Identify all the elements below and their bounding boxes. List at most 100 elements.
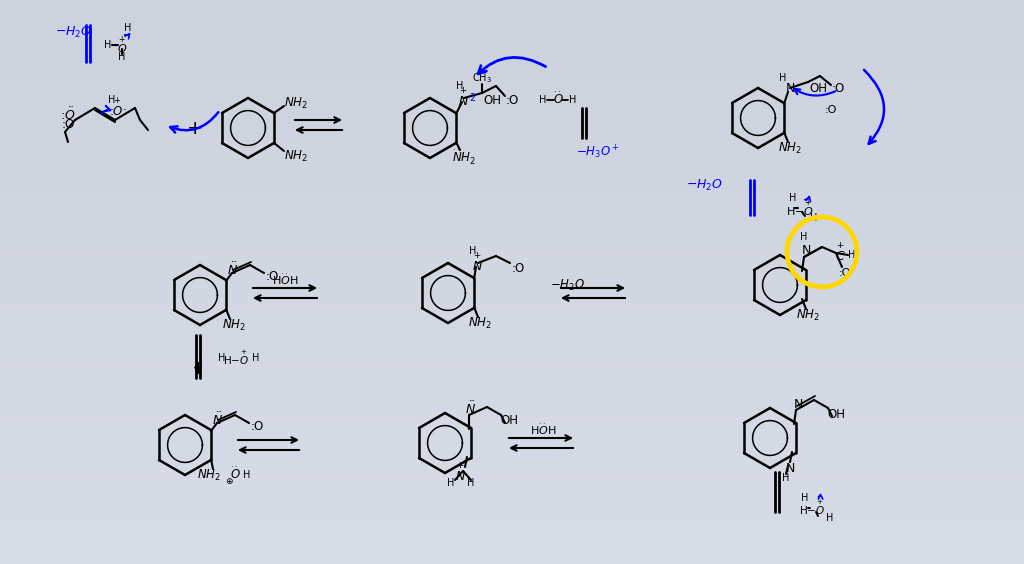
Text: $\oplus$: $\oplus$: [224, 476, 233, 486]
Bar: [0, 210, 1024, 211]
Bar: [0, 310, 1024, 311]
Bar: [0, 259, 1024, 260]
Bar: [0, 319, 1024, 320]
Bar: [0, 556, 1024, 557]
Bar: [0, 549, 1024, 550]
Bar: [0, 183, 1024, 184]
Bar: [0, 314, 1024, 315]
Bar: [0, 454, 1024, 455]
Bar: [0, 462, 1024, 463]
Bar: [0, 466, 1024, 467]
Bar: [0, 53, 1024, 54]
Bar: [0, 166, 1024, 167]
Bar: [0, 264, 1024, 265]
Bar: [0, 309, 1024, 310]
Bar: [0, 525, 1024, 526]
Bar: [0, 363, 1024, 364]
Bar: [0, 230, 1024, 231]
Bar: [0, 395, 1024, 396]
Bar: [0, 243, 1024, 244]
Bar: [0, 36, 1024, 37]
Text: :O: :O: [251, 421, 263, 434]
Bar: [0, 187, 1024, 188]
Bar: [0, 326, 1024, 327]
Bar: [0, 65, 1024, 66]
Bar: [0, 9, 1024, 10]
Bar: [0, 17, 1024, 18]
Bar: [0, 180, 1024, 181]
Bar: [0, 515, 1024, 516]
Bar: [0, 479, 1024, 480]
Bar: [0, 338, 1024, 339]
Bar: [0, 5, 1024, 6]
Bar: [0, 390, 1024, 391]
Bar: [0, 136, 1024, 137]
Bar: [0, 121, 1024, 122]
Bar: [0, 275, 1024, 276]
Bar: [0, 158, 1024, 159]
Bar: [0, 156, 1024, 157]
Bar: [0, 423, 1024, 424]
Bar: [0, 323, 1024, 324]
Bar: [0, 118, 1024, 119]
Bar: [0, 276, 1024, 277]
Bar: [0, 540, 1024, 541]
Bar: [0, 78, 1024, 79]
Bar: [0, 410, 1024, 411]
Bar: [0, 280, 1024, 281]
Bar: [0, 52, 1024, 53]
Bar: [0, 461, 1024, 462]
Bar: [0, 35, 1024, 36]
Bar: [0, 228, 1024, 229]
Bar: [0, 57, 1024, 58]
Bar: [0, 69, 1024, 70]
Bar: [0, 361, 1024, 362]
Bar: [0, 109, 1024, 110]
Text: H: H: [109, 95, 116, 105]
Bar: [0, 2, 1024, 3]
Bar: [0, 41, 1024, 42]
Bar: [0, 205, 1024, 206]
Bar: [0, 129, 1024, 130]
Bar: [0, 263, 1024, 264]
Bar: [0, 229, 1024, 230]
Bar: [0, 505, 1024, 506]
Bar: [0, 87, 1024, 88]
Bar: [0, 446, 1024, 447]
Bar: [0, 73, 1024, 74]
Bar: [0, 302, 1024, 303]
Bar: [0, 25, 1024, 26]
Bar: [0, 415, 1024, 416]
Bar: [0, 417, 1024, 418]
Bar: [0, 116, 1024, 117]
Bar: [0, 375, 1024, 376]
Bar: [0, 101, 1024, 102]
Bar: [0, 358, 1024, 359]
Bar: [0, 509, 1024, 510]
Text: N: N: [794, 398, 803, 411]
Bar: [0, 449, 1024, 450]
Bar: [0, 148, 1024, 149]
Bar: [0, 498, 1024, 499]
Bar: [0, 235, 1024, 236]
Bar: [0, 245, 1024, 246]
Bar: [0, 207, 1024, 208]
Bar: [0, 246, 1024, 247]
Bar: [0, 70, 1024, 71]
Bar: [0, 306, 1024, 307]
Bar: [0, 351, 1024, 352]
Bar: [0, 386, 1024, 387]
Bar: [0, 313, 1024, 314]
Bar: [0, 365, 1024, 366]
Bar: [0, 497, 1024, 498]
Bar: [0, 247, 1024, 248]
Bar: [0, 468, 1024, 469]
Text: $NH_2$: $NH_2$: [468, 315, 492, 331]
Bar: [0, 124, 1024, 125]
Bar: [0, 393, 1024, 394]
Bar: [0, 475, 1024, 476]
Text: $\overset{+}{N}$: $\overset{+}{N}$: [459, 87, 470, 109]
Bar: [0, 24, 1024, 25]
Bar: [0, 56, 1024, 57]
Bar: [0, 478, 1024, 479]
